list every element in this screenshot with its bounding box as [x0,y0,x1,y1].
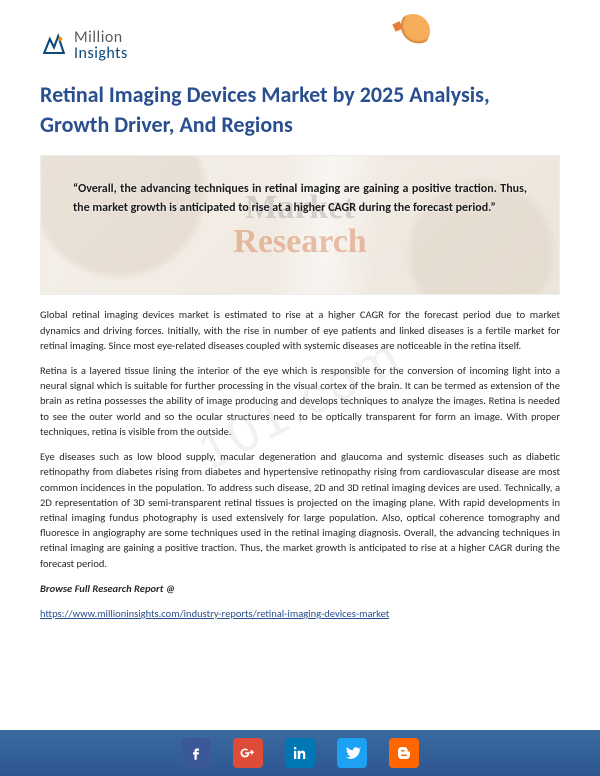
paragraph: Eye diseases such as low blood supply, m… [40,449,560,571]
browse-label: Browse Full Research Report @ [40,581,560,596]
footer [0,728,600,776]
banner-quote: “Overall, the advancing techniques in re… [41,156,559,241]
google-plus-icon[interactable] [233,738,263,768]
paragraph: Retina is a layered tissue lining the in… [40,363,560,439]
facebook-icon[interactable] [181,738,211,768]
paragraph: Global retinal imaging devices market is… [40,307,560,353]
quote-banner: Market Research “Overall, the advancing … [40,155,560,295]
blogger-icon[interactable] [389,738,419,768]
logo-icon [40,32,68,60]
article-body: Global retinal imaging devices market is… [40,307,560,621]
logo-line2: Insights [74,46,128,62]
logo-text: Million Insights [74,30,128,62]
report-link[interactable]: https://www.millioninsights.com/industry… [40,607,389,620]
page-title: Retinal Imaging Devices Market by 2025 A… [40,80,560,139]
linkedin-icon[interactable] [285,738,315,768]
logo: Million Insights [40,30,560,62]
twitter-icon[interactable] [337,738,367,768]
